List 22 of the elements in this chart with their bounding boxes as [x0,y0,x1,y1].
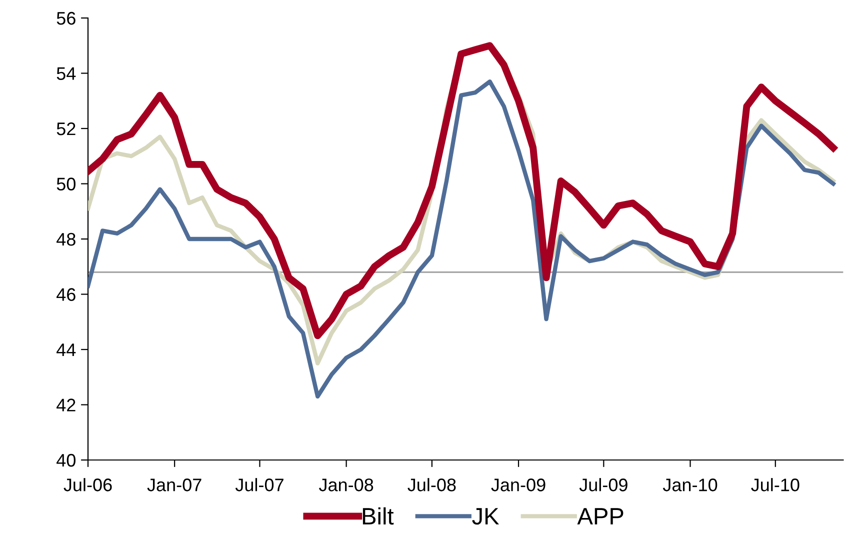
legend-label: JK [472,508,500,525]
y-tick-label: 54 [56,67,76,80]
y-tick-label: 56 [56,12,76,25]
x-tick-label: Jul-08 [408,478,456,492]
x-tick-label: Jan-08 [318,478,374,492]
y-tick-label: 50 [56,178,76,190]
y-tick-label: 42 [56,398,76,412]
x-tick-label: Jul-09 [579,478,628,492]
y-tick-label: 40 [56,454,76,467]
x-tick-label: Jan-09 [491,478,546,492]
line-series [88,79,836,399]
y-tick-label: 46 [56,288,76,301]
x-tick-label: Jul-07 [235,478,284,492]
y-tick-label: 48 [56,232,76,246]
x-tick-label: Jan-07 [147,478,202,492]
x-tick-label: Jan-10 [662,478,718,492]
legend-label: Bilt [362,507,394,525]
x-tick-label: Jul-06 [64,478,112,492]
x-tick-label: Jul-10 [751,478,800,492]
y-tick-label: 52 [56,122,76,136]
legend-label: APP [577,508,624,524]
y-tick-label: 44 [56,344,76,356]
